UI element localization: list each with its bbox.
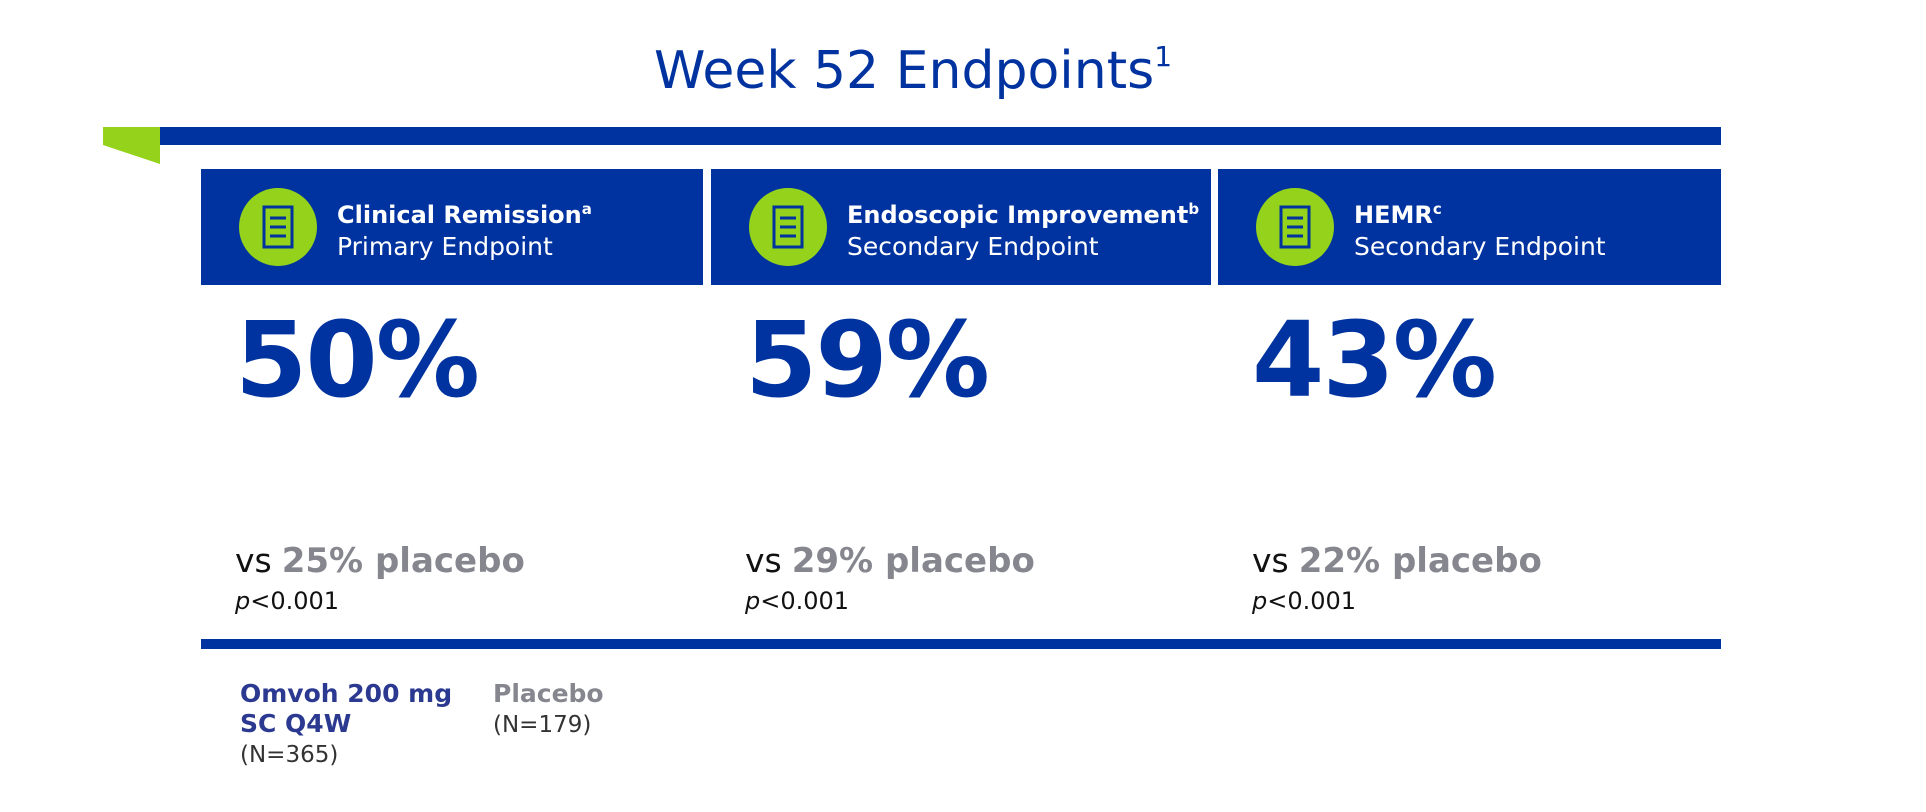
card-subtitle: Secondary Endpoint <box>847 232 1099 261</box>
card-value: 43% <box>1252 299 1495 421</box>
p-value: p<0.001 <box>744 587 849 615</box>
p-number: <0.001 <box>1267 587 1356 615</box>
placebo-value: 29% placebo <box>792 541 1035 581</box>
comparison: vs 25% placebo <box>235 541 525 581</box>
accent <box>103 127 160 164</box>
p-value: p<0.001 <box>234 587 339 615</box>
p-number: <0.001 <box>250 587 339 615</box>
vs: vs <box>745 541 782 580</box>
p-value: p<0.001 <box>1251 587 1356 615</box>
card-title: Endoscopic Improvementb <box>847 200 1199 229</box>
card-title-text: Clinical Remission <box>337 201 582 229</box>
card-subtitle: Primary Endpoint <box>337 232 553 261</box>
card-value: 50% <box>235 299 478 421</box>
title-text: Week 52 Endpoints <box>654 41 1154 101</box>
icon-glyph <box>772 205 804 249</box>
title-sup: 1 <box>1154 40 1172 73</box>
legend-placebo: Placebo <box>493 679 604 708</box>
card-title: Clinical Remissiona <box>337 200 592 229</box>
p-label: p <box>1251 587 1267 615</box>
icon-glyph <box>1279 205 1311 249</box>
p-label: p <box>234 587 250 615</box>
vs: vs <box>1252 541 1289 580</box>
card-title-text: Endoscopic Improvement <box>847 201 1188 229</box>
card-title-sup: a <box>582 200 592 218</box>
placebo-value: 22% placebo <box>1299 541 1542 581</box>
card-title-sup: b <box>1188 200 1199 218</box>
bottom-bar <box>201 639 1721 649</box>
slide-title: Week 52 Endpoints1 <box>654 40 1172 101</box>
cards: Clinical Remissiona Primary Endpoint 50% vs… <box>201 169 1721 615</box>
card-subtitle: Secondary Endpoint <box>1354 232 1606 261</box>
vs: vs <box>235 541 272 580</box>
placebo-value: 25% placebo <box>282 541 525 581</box>
comparison: vs 29% placebo <box>745 541 1035 581</box>
card-title: HEMRc <box>1354 200 1442 229</box>
icon-glyph <box>262 205 294 249</box>
legend-treatment: SC Q4W <box>240 709 351 738</box>
card-title-sup: c <box>1433 200 1442 218</box>
legend-treatment: Omvoh 200 mg <box>240 679 452 708</box>
p-number: <0.001 <box>760 587 849 615</box>
comparison: vs 22% placebo <box>1252 541 1542 581</box>
legend-n: (N=179) <box>493 712 591 738</box>
card-title-text: HEMR <box>1354 201 1433 229</box>
p-label: p <box>744 587 760 615</box>
legend-n: (N=365) <box>240 742 338 768</box>
top-bar <box>103 127 1721 145</box>
card-value: 59% <box>745 299 988 421</box>
